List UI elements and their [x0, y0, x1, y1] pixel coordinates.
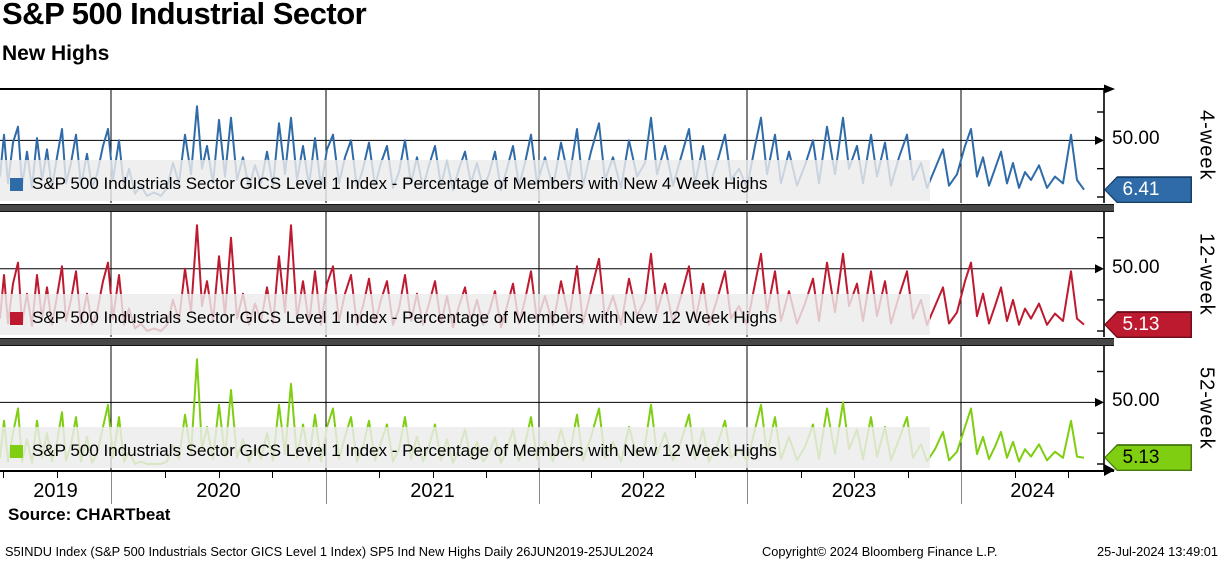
quarter-tick [164, 472, 166, 478]
y-tick-label: 50.00 [1112, 128, 1160, 150]
year-label: 2024 [1010, 480, 1055, 502]
panel-separator [0, 204, 1114, 212]
year-label: 2020 [196, 480, 241, 502]
panel-name-52-week: 52-week [1195, 366, 1218, 450]
y-tick-label: 50.00 [1112, 390, 1160, 412]
quarter-tick [854, 472, 855, 478]
year-separator-line [539, 472, 540, 504]
legend-swatch-icon [10, 311, 23, 325]
footer-copyright: Copyright© 2024 Bloomberg Finance L.P. [762, 544, 998, 559]
year-separator-line [326, 472, 327, 504]
quarter-tick [432, 472, 434, 478]
year-separator-line [961, 472, 962, 504]
year-separator-line [111, 472, 112, 504]
panel-12-week: S&P 500 Industrials Sector GICS Level 1 … [0, 212, 1224, 337]
panel-separator [0, 338, 1114, 346]
y-tick-label: 50.00 [1112, 256, 1160, 278]
legend-swatch-icon [10, 177, 23, 191]
panel-52-week: S&P 500 Industrials Sector GICS Level 1 … [0, 346, 1224, 470]
last-value-tag-52-week: 5.13 [1104, 444, 1192, 472]
year-separator-line [747, 472, 748, 504]
legend-label: S&P 500 Industrials Sector GICS Level 1 … [32, 308, 777, 327]
year-label: 2022 [620, 480, 666, 502]
x-axis-line [0, 470, 1114, 472]
page-subtitle: New Highs [2, 42, 110, 65]
quarter-tick [1068, 472, 1069, 478]
panel-name-4-week: 4-week [1195, 110, 1218, 181]
legend-swatch-icon [10, 444, 23, 458]
footer-timestamp: 25-Jul-2024 13:49:01 [1097, 544, 1218, 559]
legend-label: S&P 500 Industrials Sector GICS Level 1 … [32, 174, 768, 193]
legend-band [0, 160, 930, 201]
last-value-tag-4-week: 6.41 [1104, 176, 1192, 204]
quarter-tick [800, 472, 802, 478]
legend-row: S&P 500 Industrials Sector GICS Level 1 … [10, 174, 767, 194]
panel-name-12-week: 12-week [1195, 233, 1218, 316]
legend-row: S&P 500 Industrials Sector GICS Level 1 … [10, 308, 777, 328]
quarter-tick [485, 472, 487, 478]
quarter-tick [643, 472, 644, 478]
year-label: 2023 [831, 480, 877, 502]
year-label: 2019 [33, 480, 78, 502]
quarter-tick [1014, 472, 1016, 478]
legend-label: S&P 500 Industrials Sector GICS Level 1 … [32, 441, 777, 460]
legend-band [0, 427, 930, 468]
x-axis-arrow-icon [1104, 464, 1115, 476]
quarter-tick [907, 472, 909, 478]
footer-ticker-text: S5INDU Index (S&P 500 Industrials Sector… [5, 544, 654, 559]
quarter-tick [218, 472, 220, 478]
legend-band [0, 294, 930, 335]
page-title: S&P 500 Industrial Sector [2, 0, 367, 31]
quarter-tick [591, 472, 592, 478]
legend-row: S&P 500 Industrials Sector GICS Level 1 … [10, 441, 777, 461]
quarter-tick [695, 472, 696, 478]
year-label: 2021 [410, 480, 455, 502]
source-label: Source: CHARTbeat [8, 505, 171, 524]
panel-4-week: S&P 500 Industrials Sector GICS Level 1 … [0, 84, 1224, 203]
quarter-tick [379, 472, 381, 478]
quarter-tick [3, 472, 4, 478]
last-value-tag-12-week: 5.13 [1104, 311, 1192, 339]
quarter-tick [57, 472, 58, 478]
quarter-tick [272, 472, 274, 478]
